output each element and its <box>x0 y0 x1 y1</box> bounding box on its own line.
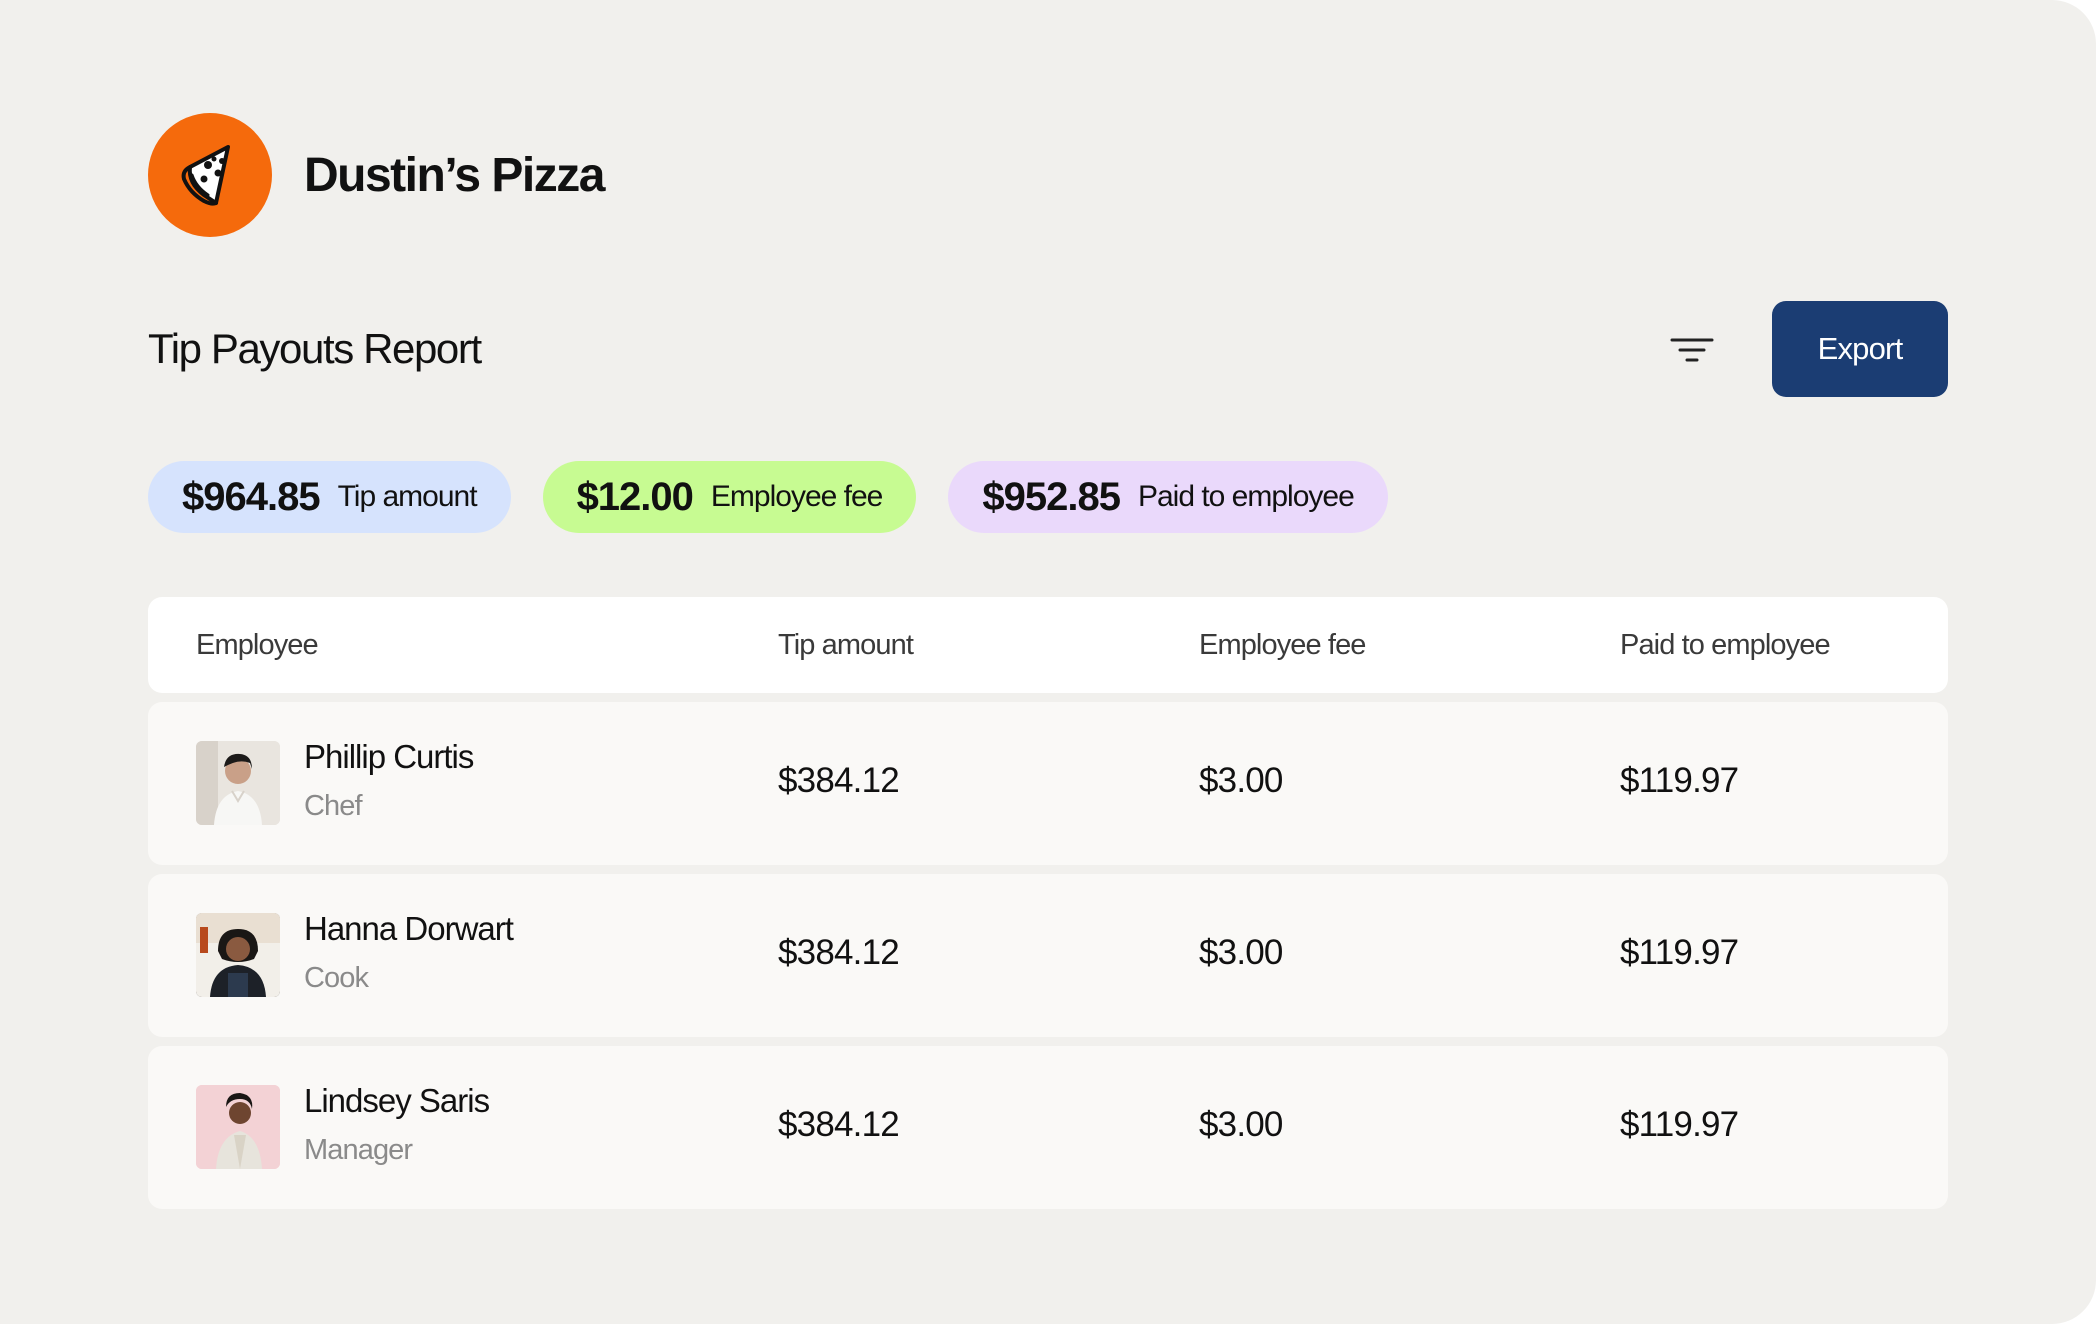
employee-role: Manager <box>304 1134 413 1166</box>
table-header: Employee Tip amount Employee fee Paid to… <box>148 597 1948 693</box>
table-row[interactable]: Hanna Dorwart Cook $384.12 $3.00 $119.97 <box>148 874 1948 1037</box>
table-row[interactable]: Lindsey Saris Manager $384.12 $3.00 $119… <box>148 1046 1948 1209</box>
avatar <box>196 913 280 997</box>
payouts-table: Employee Tip amount Employee fee Paid to… <box>148 597 1948 1209</box>
tip-amount-cell: $384.12 <box>778 1105 900 1144</box>
employee-role: Cook <box>304 962 369 994</box>
summary-amount: $12.00 <box>576 474 694 519</box>
avatar <box>196 1085 280 1169</box>
summary-amount: $952.85 <box>982 474 1121 519</box>
filter-icon <box>1670 338 1714 362</box>
tip-amount-cell: $384.12 <box>778 761 900 800</box>
column-header-paid-to-employee[interactable]: Paid to employee <box>1620 628 1831 661</box>
summary-amount: $964.85 <box>182 474 321 519</box>
tip-amount-cell: $384.12 <box>778 933 900 972</box>
employee-name: Phillip Curtis <box>304 738 474 775</box>
employee-name: Hanna Dorwart <box>304 910 514 947</box>
paid-to-employee-cell: $119.97 <box>1620 1105 1739 1144</box>
summary-pill-paid-to-employee: $952.85 Paid to employee <box>948 461 1388 533</box>
summary-pill-employee-fee: $12.00 Employee fee <box>542 461 917 533</box>
pizza-slice-icon <box>181 145 230 206</box>
employee-fee-cell: $3.00 <box>1199 1105 1283 1144</box>
brand-header: Dustin’s Pizza <box>148 113 605 237</box>
column-header-tip-amount[interactable]: Tip amount <box>778 628 914 661</box>
summary-label: Employee fee <box>710 480 883 513</box>
avatar-portrait <box>196 741 280 825</box>
summary-label: Tip amount <box>337 480 478 513</box>
employee-fee-cell: $3.00 <box>1199 933 1283 972</box>
paid-to-employee-cell: $119.97 <box>1620 761 1739 800</box>
column-header-employee-fee[interactable]: Employee fee <box>1199 628 1366 661</box>
employee-fee-cell: $3.00 <box>1199 761 1283 800</box>
avatar-portrait <box>196 913 280 997</box>
filter-button[interactable] <box>1656 326 1728 374</box>
table-row[interactable]: Phillip Curtis Chef $384.12 $3.00 $119.9… <box>148 702 1948 865</box>
avatar <box>196 741 280 825</box>
paid-to-employee-cell: $119.97 <box>1620 933 1739 972</box>
summary-pills: $964.85 Tip amount $12.00 Employee fee $… <box>148 461 1388 533</box>
summary-pill-tip-amount: $964.85 Tip amount <box>148 461 511 533</box>
brand-name: Dustin’s Pizza <box>304 148 605 202</box>
column-header-employee[interactable]: Employee <box>196 628 319 661</box>
brand-logo <box>148 113 272 237</box>
avatar-portrait <box>196 1085 280 1169</box>
summary-label: Paid to employee <box>1137 480 1355 513</box>
employee-role: Chef <box>304 790 363 822</box>
export-button[interactable]: Export <box>1772 301 1948 397</box>
page-title: Tip Payouts Report <box>148 325 482 372</box>
employee-name: Lindsey Saris <box>304 1082 490 1119</box>
